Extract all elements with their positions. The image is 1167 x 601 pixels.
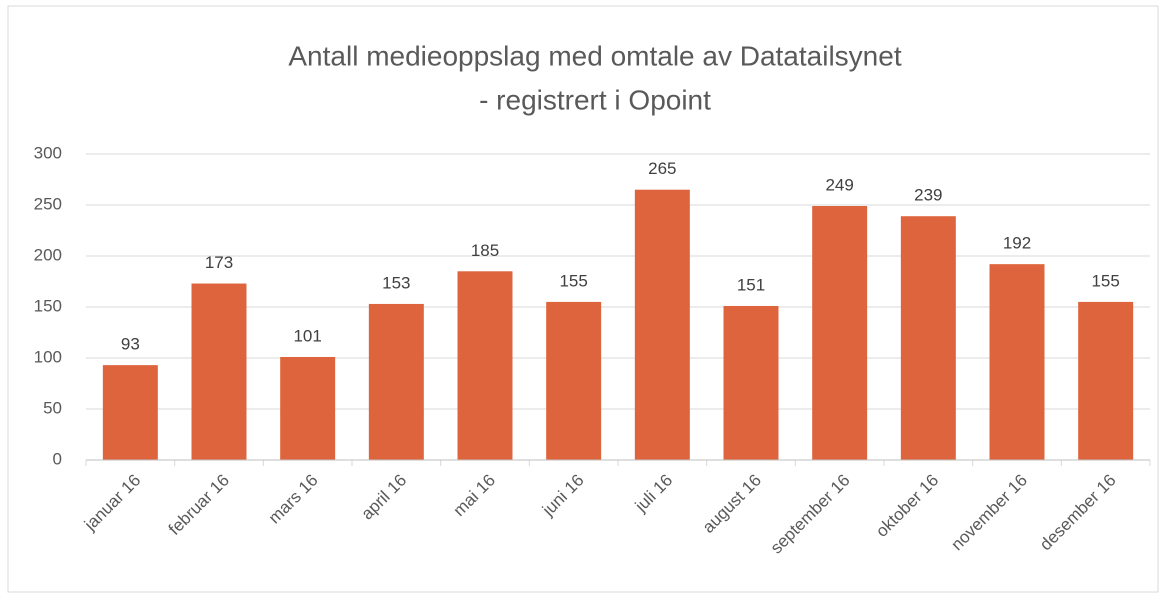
data-label: 265 <box>648 159 676 178</box>
data-label: 173 <box>205 253 233 272</box>
bar <box>280 356 336 460</box>
y-tick-label: 300 <box>34 143 62 162</box>
bar <box>634 189 690 460</box>
y-tick-label: 100 <box>34 347 62 366</box>
chart-subtitle: - registrert i Opoint <box>479 84 711 115</box>
y-tick-label: 0 <box>53 449 62 468</box>
bar <box>989 264 1045 460</box>
bar <box>368 303 424 460</box>
y-tick-label: 50 <box>43 398 62 417</box>
bar <box>191 283 247 460</box>
bar <box>102 365 158 460</box>
data-label: 101 <box>293 326 321 345</box>
data-label: 185 <box>471 241 499 260</box>
data-label: 192 <box>1003 234 1031 253</box>
data-label: 155 <box>1091 271 1119 290</box>
bar <box>723 305 779 460</box>
data-label: 239 <box>914 186 942 205</box>
data-label: 155 <box>559 271 587 290</box>
y-tick-label: 200 <box>34 245 62 264</box>
bar <box>812 206 868 460</box>
data-label: 93 <box>121 335 140 354</box>
y-tick-label: 150 <box>34 296 62 315</box>
bar <box>546 301 602 460</box>
y-tick-label: 250 <box>34 194 62 213</box>
data-label: 249 <box>825 176 853 195</box>
data-label: 153 <box>382 273 410 292</box>
data-label: 151 <box>737 275 765 294</box>
bar <box>1078 301 1134 460</box>
bar <box>900 216 956 460</box>
chart-title: Antall medieoppslag med omtale av Datata… <box>288 40 901 71</box>
bar <box>457 271 513 460</box>
